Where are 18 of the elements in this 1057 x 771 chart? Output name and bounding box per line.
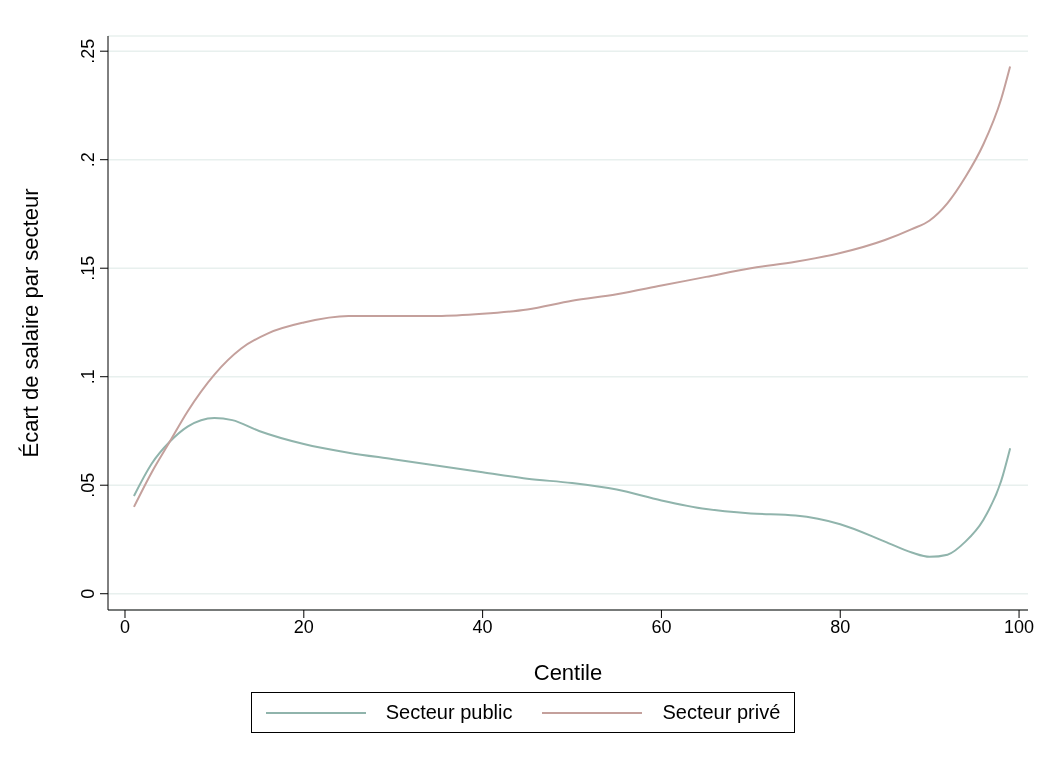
y-tick-label: .05 — [78, 472, 98, 498]
y-tick-label: 0 — [78, 588, 98, 599]
x-tick-label: 20 — [293, 616, 314, 637]
y-tick-label: .2 — [78, 152, 98, 168]
y-tick-label: .15 — [78, 255, 98, 281]
legend-label: Secteur privé — [662, 701, 781, 724]
line-series — [132, 65, 1012, 508]
x-axis-title: Centile — [533, 660, 603, 685]
x-tick-label: 100 — [1004, 616, 1035, 637]
line-series — [132, 416, 1012, 558]
x-tick-label: 40 — [472, 616, 493, 637]
y-axis-title: Écart de salaire par secteur — [17, 188, 43, 458]
x-tick-label: 0 — [119, 616, 130, 637]
y-tick-label: .1 — [78, 369, 98, 385]
x-tick-label: 60 — [651, 616, 672, 637]
y-tick-label: .25 — [78, 38, 98, 64]
x-tick-label: 80 — [830, 616, 851, 637]
legend-label: Secteur public — [385, 701, 513, 724]
